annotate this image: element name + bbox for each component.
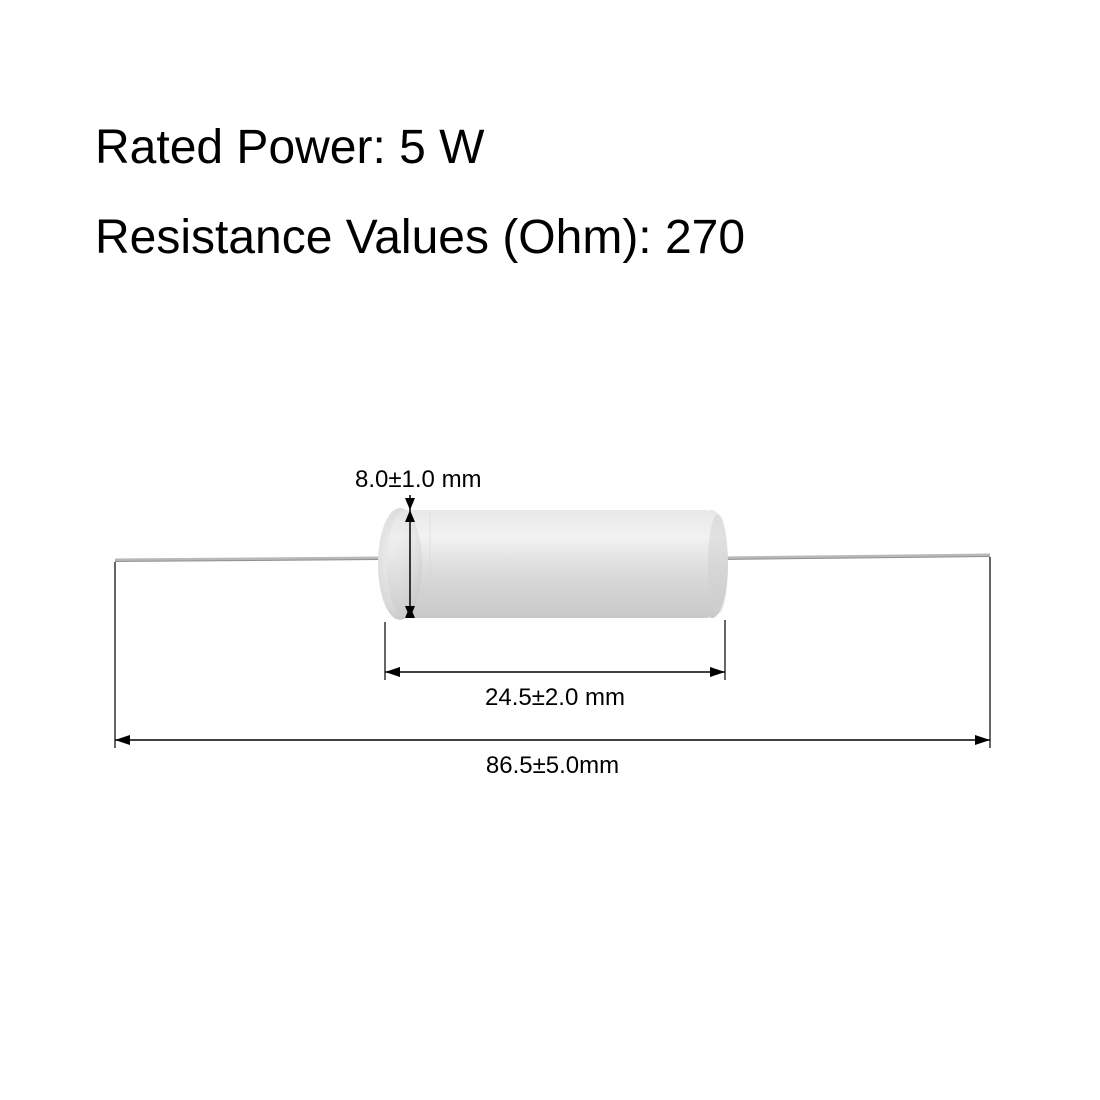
dimension-total-length-label: 86.5±5.0mm	[115, 752, 990, 780]
resistor-diagram	[0, 0, 1100, 1100]
dimension-body-length	[385, 620, 725, 680]
dimension-body-length-label: 24.5±2.0 mm	[385, 684, 725, 712]
dimension-diameter-label: 8.0±1.0 mm	[355, 466, 515, 494]
resistor-body	[395, 510, 715, 618]
